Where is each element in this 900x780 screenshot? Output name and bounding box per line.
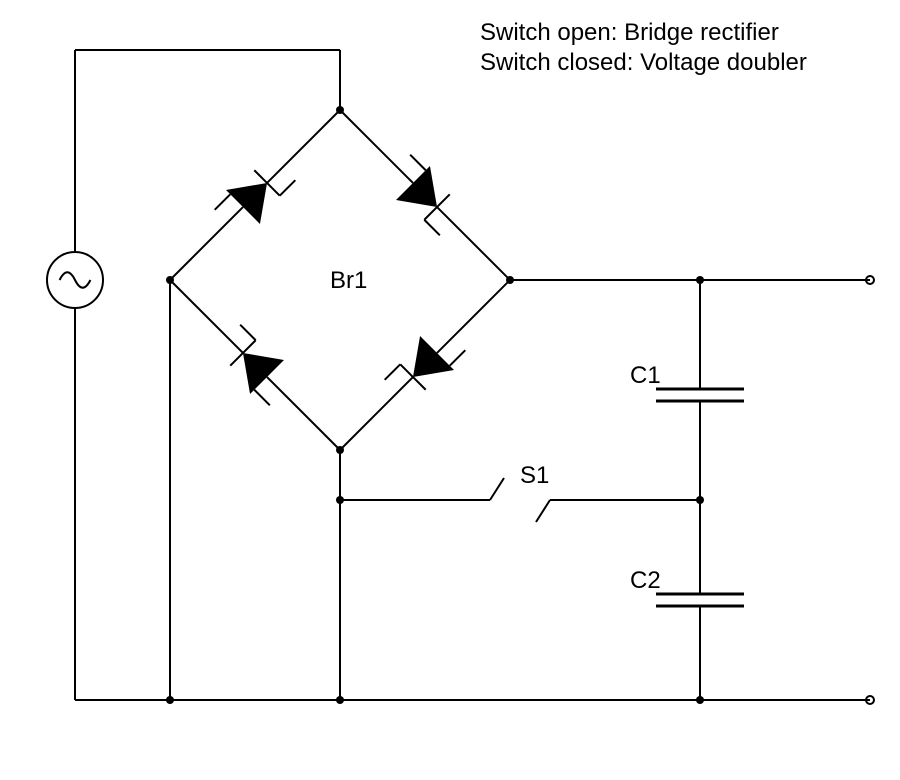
capacitor-c1-label: C1: [630, 362, 661, 389]
switch-label: S1: [520, 462, 549, 489]
capacitor-c2-label: C2: [630, 567, 661, 594]
diode-d3: [340, 110, 510, 280]
bridge-label: Br1: [330, 267, 367, 294]
note-open: Switch open: Bridge rectifier: [480, 19, 779, 46]
diode-d4: [340, 280, 510, 450]
capacitor-c2: [656, 594, 744, 606]
switch-arm: [490, 478, 504, 500]
diode-d1: [170, 110, 340, 280]
diode-d2: [170, 280, 340, 450]
ac-source: [47, 252, 103, 308]
note-closed: Switch closed: Voltage doubler: [480, 49, 807, 76]
capacitor-c1: [656, 389, 744, 401]
